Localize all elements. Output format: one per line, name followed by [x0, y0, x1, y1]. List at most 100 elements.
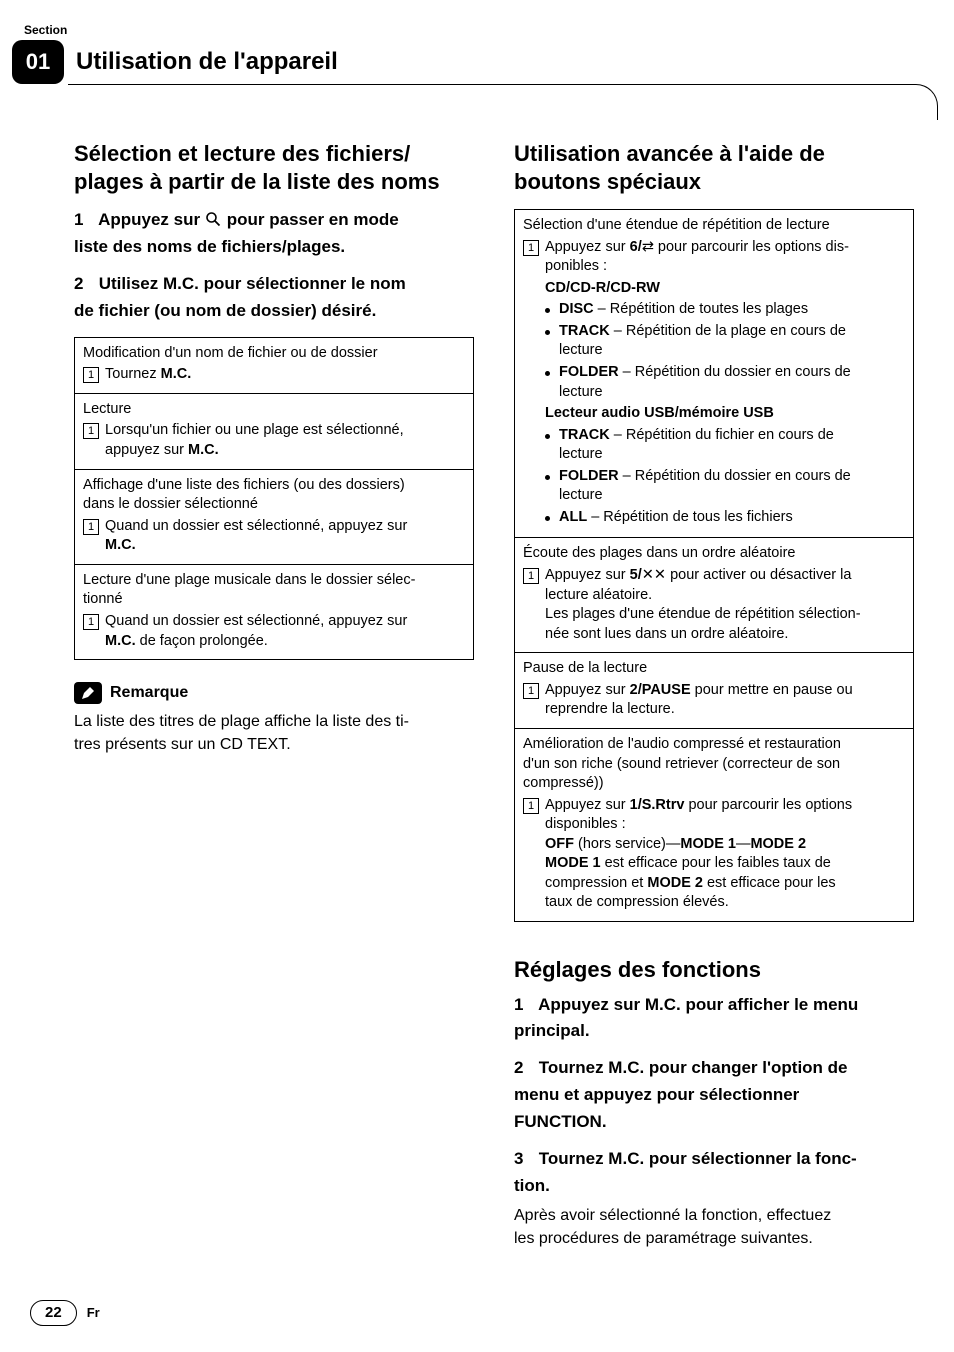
bold-text: 2/PAUSE: [630, 682, 691, 698]
step-number: 2: [74, 273, 94, 296]
list-item: DISC – Répétition de toutes les plages: [545, 300, 905, 320]
cell-text: compression et MODE 2 est efficace pour …: [545, 874, 905, 894]
bold-text: TRACK: [559, 427, 610, 443]
cell-text: ponibles :: [545, 257, 905, 277]
cell-text: née sont lues dans un ordre aléatoire.: [545, 625, 905, 645]
list-item: FOLDER – Répétition du dossier en cours …: [545, 467, 905, 506]
bold-text: TRACK: [559, 323, 610, 339]
text-fragment: appuyez sur: [105, 442, 188, 458]
step-text: Utilisez M.C. pour sélectionner le nom: [99, 274, 406, 293]
text-fragment: tres présents sur un CD TEXT.: [74, 736, 291, 753]
step-text: Appuyez sur M.C. pour afficher le menu: [538, 995, 858, 1014]
cell-text: Appuyez sur 5/✕✕ pour activer ou désacti…: [545, 566, 851, 586]
bold-text: OFF: [545, 836, 574, 852]
numbered-line: 1 Quand un dossier est sélectionné, appu…: [83, 517, 465, 537]
text-fragment: Appuyez sur: [545, 682, 630, 698]
page-number: 22: [30, 1300, 77, 1326]
text-fragment: compression et: [545, 875, 647, 891]
step-2-line2: de fichier (ou nom de dossier) désiré.: [74, 300, 474, 323]
cell-text: lecture aléatoire.: [545, 586, 905, 606]
text-fragment: est efficace pour les: [703, 875, 836, 891]
right-heading: Utilisation avancée à l'aide de boutons …: [514, 140, 914, 195]
text-fragment: de façon prolongée.: [136, 633, 268, 649]
f-step-1: 1 Appuyez sur M.C. pour afficher le menu: [514, 994, 914, 1017]
text-fragment: Tournez: [105, 366, 161, 382]
text-fragment: lecture: [559, 446, 603, 462]
step-number: 1: [514, 994, 534, 1017]
list-item: TRACK – Répétition de la plage en cours …: [545, 322, 905, 361]
bold-text: M.C.: [161, 366, 192, 382]
cell-text: Lorsqu'un fichier ou une plage est sélec…: [105, 421, 404, 460]
text-fragment: Après avoir sélectionné la fonction, eff…: [514, 1207, 831, 1224]
step-number: 2: [514, 1057, 534, 1080]
bold-text: ALL: [559, 509, 587, 525]
box-cell: Lecture 1 Lorsqu'un fichier ou une plage…: [75, 393, 473, 469]
cell-text: d'un son riche (sound retriever (correct…: [523, 755, 905, 775]
boxed-number-icon: 1: [523, 240, 539, 256]
step-text: Tournez M.C. pour sélectionner la fonc-: [539, 1149, 857, 1168]
cell-text: Appuyez sur 1/S.Rtrv pour parcourir les …: [545, 796, 852, 816]
page-footer: 22 Fr: [30, 1300, 100, 1326]
bold-text: 1/S.Rtrv: [630, 797, 685, 813]
step-text: Appuyez sur: [98, 210, 205, 229]
bullet-list: DISC – Répétition de toutes les plages T…: [545, 300, 905, 402]
f-step-1-line2: principal.: [514, 1020, 914, 1043]
left-column: Sélection et lecture des fichiers/ plage…: [74, 140, 474, 1250]
sub-header: Lecteur audio USB/mémoire USB: [545, 404, 905, 424]
header-rule: [68, 84, 938, 120]
cell-title: Sélection d'une étendue de répétition de…: [523, 216, 905, 236]
text-fragment: Appuyez sur: [545, 239, 630, 255]
sub-header: CD/CD-R/CD-RW: [545, 279, 905, 299]
f-step-2-line2: menu et appuyez pour sélectionner: [514, 1084, 914, 1107]
list-item: TRACK – Répétition du fichier en cours d…: [545, 426, 905, 465]
cell-text: Lecture d'une plage musicale dans le dos…: [83, 571, 465, 591]
cell-text: Quand un dossier est sélectionné, appuye…: [105, 517, 407, 537]
text-fragment: – Répétition du dossier en cours de: [619, 364, 851, 380]
step-2: 2 Utilisez M.C. pour sélectionner le nom: [74, 273, 474, 296]
box-cell: Affichage d'une liste des fichiers (ou d…: [75, 469, 473, 564]
after-text: Après avoir sélectionné la fonction, eff…: [514, 1204, 914, 1250]
text-fragment: La liste des titres de plage affiche la …: [74, 713, 409, 730]
bullet-list: TRACK – Répétition du fichier en cours d…: [545, 426, 905, 528]
text-fragment: – Répétition de tous les fichiers: [587, 509, 793, 525]
boxed-number-icon: 1: [83, 367, 99, 383]
function-heading: Réglages des fonctions: [514, 956, 914, 984]
f-step-3-line2: tion.: [514, 1175, 914, 1198]
cell-text: taux de compression élevés.: [545, 893, 905, 913]
box-cell: Modification d'un nom de fichier ou de d…: [75, 338, 473, 393]
text-fragment: pour parcourir les options: [684, 797, 852, 813]
cell-title: Pause de la lecture: [523, 659, 905, 679]
section-header: 01 Utilisation de l'appareil: [0, 40, 954, 88]
cell-title: Écoute des plages dans un ordre aléatoir…: [523, 544, 905, 564]
boxed-number-icon: 1: [83, 614, 99, 630]
bold-text: DISC: [559, 301, 594, 317]
cell-text: OFF (hors service)—MODE 1—MODE 2: [545, 835, 905, 855]
list-item: ALL – Répétition de tous les fichiers: [545, 508, 905, 528]
numbered-line: 1 Appuyez sur 1/S.Rtrv pour parcourir le…: [523, 796, 905, 816]
text-fragment: Lorsqu'un fichier ou une plage est sélec…: [105, 422, 404, 438]
step-text: Tournez M.C. pour changer l'option de: [539, 1058, 848, 1077]
cell-text: MODE 1 est efficace pour les faibles tau…: [545, 854, 905, 874]
section-title: Utilisation de l'appareil: [76, 46, 338, 78]
cell-text: Les plages d'une étendue de répétition s…: [545, 605, 905, 625]
right-column: Utilisation avancée à l'aide de boutons …: [514, 140, 914, 1250]
page-language: Fr: [87, 1304, 100, 1322]
step-number: 3: [514, 1148, 534, 1171]
cell-text: Amélioration de l'audio compressé et res…: [523, 735, 905, 755]
pencil-icon: [74, 682, 102, 704]
numbered-line: 1 Appuyez sur 2/PAUSE pour mettre en pau…: [523, 681, 905, 701]
heading-line: plages à partir de la liste des noms: [74, 169, 440, 194]
bold-text: MODE 2: [647, 875, 703, 891]
box-cell: Lecture d'une plage musicale dans le dos…: [75, 564, 473, 659]
f-step-3: 3 Tournez M.C. pour sélectionner la fonc…: [514, 1148, 914, 1171]
search-icon: [205, 210, 227, 230]
heading-line: Sélection et lecture des fichiers/: [74, 141, 410, 166]
text-fragment: les procédures de paramétrage suivantes.: [514, 1230, 813, 1247]
text-fragment: —: [736, 836, 751, 852]
boxed-number-icon: 1: [523, 683, 539, 699]
bold-text: M.C.: [105, 633, 136, 649]
text-fragment: est efficace pour les faibles taux de: [601, 855, 831, 871]
bold-text: MODE 1: [680, 836, 736, 852]
right-procedure-box: Sélection d'une étendue de répétition de…: [514, 209, 914, 922]
text-fragment: – Répétition de toutes les plages: [594, 301, 808, 317]
